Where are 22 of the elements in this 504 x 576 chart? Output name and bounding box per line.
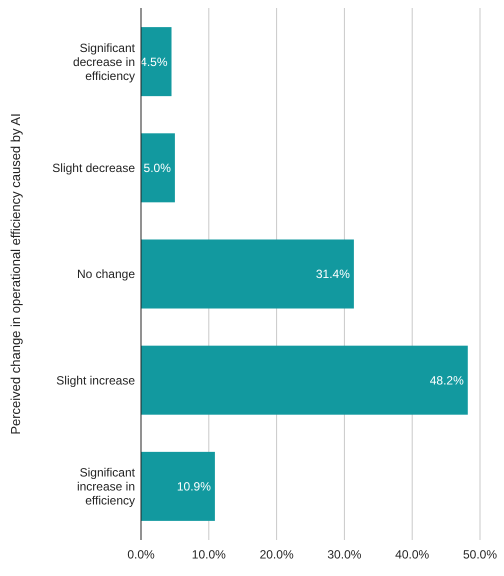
data-label: 31.4% [316, 267, 350, 282]
y-tick-label: Significant increase in efficiency [76, 466, 136, 508]
bar [141, 27, 172, 96]
bar [141, 133, 175, 202]
bar [141, 239, 354, 309]
x-tick-label: 40.0% [395, 548, 430, 562]
data-label: 5.0% [144, 161, 172, 176]
y-tick-label: No change [76, 267, 136, 282]
x-tick-label: 50.0% [462, 548, 498, 562]
x-tick-label: 20.0% [260, 548, 294, 562]
data-label: 48.2% [430, 373, 464, 388]
x-tick-label: 30.0% [327, 548, 362, 562]
bar [141, 452, 215, 521]
bar [141, 346, 468, 415]
y-tick-label: Slight decrease [52, 161, 136, 176]
y-tick-label: Significant decrease in efficiency [72, 40, 136, 83]
x-tick-label: 10.0% [192, 548, 226, 562]
data-label: 4.5% [140, 54, 168, 69]
x-tick-label: 0.0% [127, 548, 155, 562]
y-tick-label: Slight increase [56, 373, 136, 388]
data-label: 10.9% [176, 480, 212, 494]
y-axis-title: Perceived change in operational efficiency caused by AI [8, 113, 23, 435]
